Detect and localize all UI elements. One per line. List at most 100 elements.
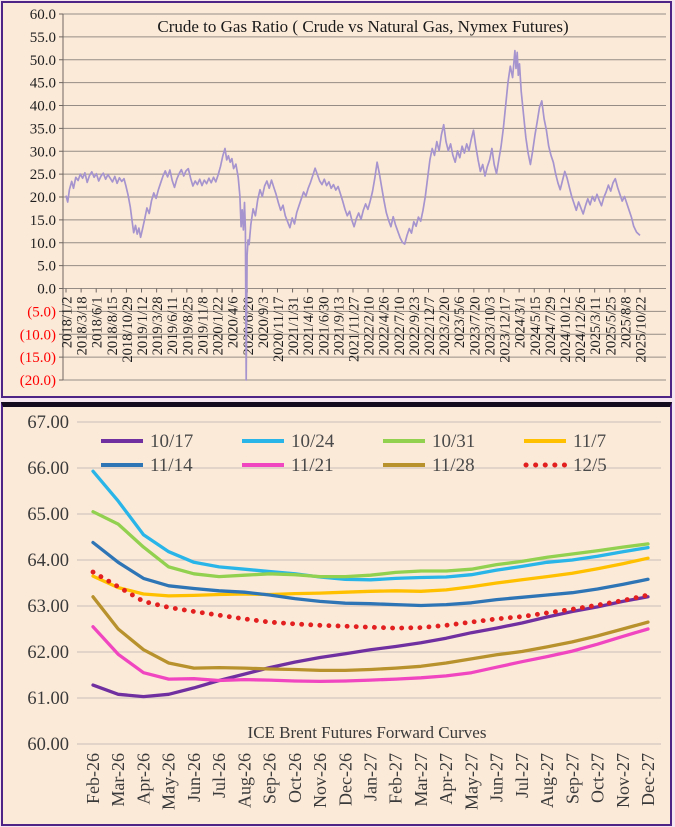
y-gridlines [63,13,666,381]
svg-text:Aug-27: Aug-27 [537,753,557,808]
svg-text:2020/1/22: 2020/1/22 [211,297,227,356]
svg-text:2021/9/13: 2021/9/13 [331,297,347,356]
series-line-11-28 [91,595,650,673]
svg-text:2024/3/1: 2024/3/1 [513,297,529,349]
svg-text:2021/6/30: 2021/6/30 [316,297,332,356]
legend-swatch [242,463,284,467]
brent-chart-title: ICE Brent Futures Forward Curves [247,723,487,742]
svg-text:2020/4/6: 2020/4/6 [226,297,242,349]
legend-item-11-14: 11/14 [99,456,240,475]
legend-label: 10/17 [150,430,194,452]
svg-text:Mar-26: Mar-26 [108,753,128,807]
svg-text:Nov-26: Nov-26 [310,753,330,808]
svg-text:5.0: 5.0 [37,259,56,275]
series-line-10-17 [91,595,650,699]
svg-text:Jul-26: Jul-26 [209,753,229,798]
legend-swatch [101,439,143,443]
svg-text:Aug-26: Aug-26 [234,753,254,808]
svg-text:2020/11/17: 2020/11/17 [271,297,287,363]
legend-item-12-5: 12/5 [522,456,663,475]
svg-text:2022/9/23: 2022/9/23 [407,297,423,356]
legend-item-10-24: 10/24 [240,432,381,451]
svg-text:Apr-27: Apr-27 [436,753,456,805]
svg-text:2021/1/31: 2021/1/31 [286,297,302,356]
svg-text:2019/11/8: 2019/11/8 [195,297,211,355]
series-line-crude-to-gas-ratio [65,49,641,381]
series-line-10-31 [91,510,650,579]
svg-text:2025/8/8: 2025/8/8 [618,297,634,349]
svg-text:2019/6/11: 2019/6/11 [165,297,181,355]
svg-text:Dec-26: Dec-26 [335,753,355,806]
series-line-11-21 [91,625,650,684]
legend-label: 10/24 [291,430,335,452]
svg-text:2019/8/25: 2019/8/25 [180,297,196,356]
svg-text:20.0: 20.0 [30,190,56,206]
legend-swatch [242,439,284,443]
svg-text:Jan-27: Jan-27 [361,753,381,801]
legend-item-11-28: 11/28 [381,456,522,475]
svg-text:Oct-26: Oct-26 [285,753,305,803]
svg-text:2024/12/26: 2024/12/26 [573,297,589,363]
svg-text:2024/10/12: 2024/10/12 [558,297,574,363]
svg-text:2023/2/20: 2023/2/20 [437,297,453,356]
svg-text:Jun-27: Jun-27 [487,753,507,802]
svg-text:60.00: 60.00 [27,735,69,755]
svg-text:2022/12/7: 2022/12/7 [422,297,438,356]
legend-item-11-21: 11/21 [240,456,381,475]
svg-text:2018/6/1: 2018/6/1 [90,297,106,349]
svg-text:(15.0): (15.0) [20,350,56,366]
svg-text:61.00: 61.00 [27,689,69,709]
legend-label: 11/7 [573,430,607,452]
svg-text:(5.0): (5.0) [27,304,56,320]
svg-text:(20.0): (20.0) [20,373,56,389]
x-axis-labels: 2018/1/2 2018/3/18 2018/6/1 2018/8/15 2018/1… [60,296,650,362]
legend-swatch [523,462,568,468]
svg-text:2018/8/15: 2018/8/15 [105,297,121,356]
svg-text:2023/10/3: 2023/10/3 [482,297,498,356]
svg-text:2018/1/2: 2018/1/2 [60,297,76,349]
legend-item-11-7: 11/7 [522,432,663,451]
crude-gas-ratio-plot: 60.0 55.0 50.0 45.0 40.0 35.0 30.0 25.0 20.0 15.0… [20,7,666,389]
svg-text:15.0: 15.0 [30,213,56,229]
svg-text:66.00: 66.00 [27,459,69,479]
svg-text:(10.0): (10.0) [20,327,56,343]
svg-text:40.0: 40.0 [30,99,56,115]
svg-text:2022/2/10: 2022/2/10 [362,297,378,356]
legend-label: 10/31 [432,430,476,452]
y-gridlines [77,421,661,745]
svg-text:45.0: 45.0 [30,76,56,92]
svg-text:2018/3/18: 2018/3/18 [75,297,91,356]
svg-text:0.0: 0.0 [37,282,56,298]
svg-text:25.0: 25.0 [30,167,56,183]
svg-text:2018/10/29: 2018/10/29 [120,297,136,363]
svg-text:2020/9/3: 2020/9/3 [256,297,272,349]
svg-text:30.0: 30.0 [30,144,56,160]
svg-text:62.00: 62.00 [27,643,69,663]
y-axis-labels: 67.00 66.00 65.00 64.00 63.00 62.00 61.00 60.00 [27,413,69,755]
legend-item-10-17: 10/17 [99,432,240,451]
svg-text:Oct-27: Oct-27 [588,753,608,803]
legend-label: 11/21 [291,454,334,476]
svg-text:50.0: 50.0 [30,53,56,69]
series-line-10-24 [91,469,650,582]
svg-text:65.00: 65.00 [27,505,69,525]
svg-text:Jul-27: Jul-27 [512,753,532,798]
svg-text:2025/10/22: 2025/10/22 [634,297,650,363]
svg-text:May-27: May-27 [461,753,481,810]
svg-text:Feb-26: Feb-26 [83,753,103,804]
svg-text:Dec-27: Dec-27 [638,753,658,806]
svg-text:64.00: 64.00 [27,551,69,571]
chart-legend: 10/17 10/24 10/31 11/7 11/14 11/21 11/28 12/5 [99,429,663,477]
svg-text:Feb-27: Feb-27 [386,753,406,804]
crude-gas-ratio-chart-panel: 60.0 55.0 50.0 45.0 40.0 35.0 30.0 25.0 20.0 15.0… [1,1,672,398]
axes [59,13,641,381]
svg-text:2021/11/27: 2021/11/27 [347,297,363,363]
svg-text:2019/1/12: 2019/1/12 [135,297,151,356]
series-line-12-5 [90,569,651,631]
brent-forward-curves-plot: 67.00 66.00 65.00 64.00 63.00 62.00 61.00 60.00… [27,413,661,810]
svg-text:35.0: 35.0 [30,121,56,137]
svg-text:Sep-27: Sep-27 [562,753,582,804]
svg-text:2025/5/25: 2025/5/25 [603,297,619,356]
legend-swatch [524,439,566,443]
